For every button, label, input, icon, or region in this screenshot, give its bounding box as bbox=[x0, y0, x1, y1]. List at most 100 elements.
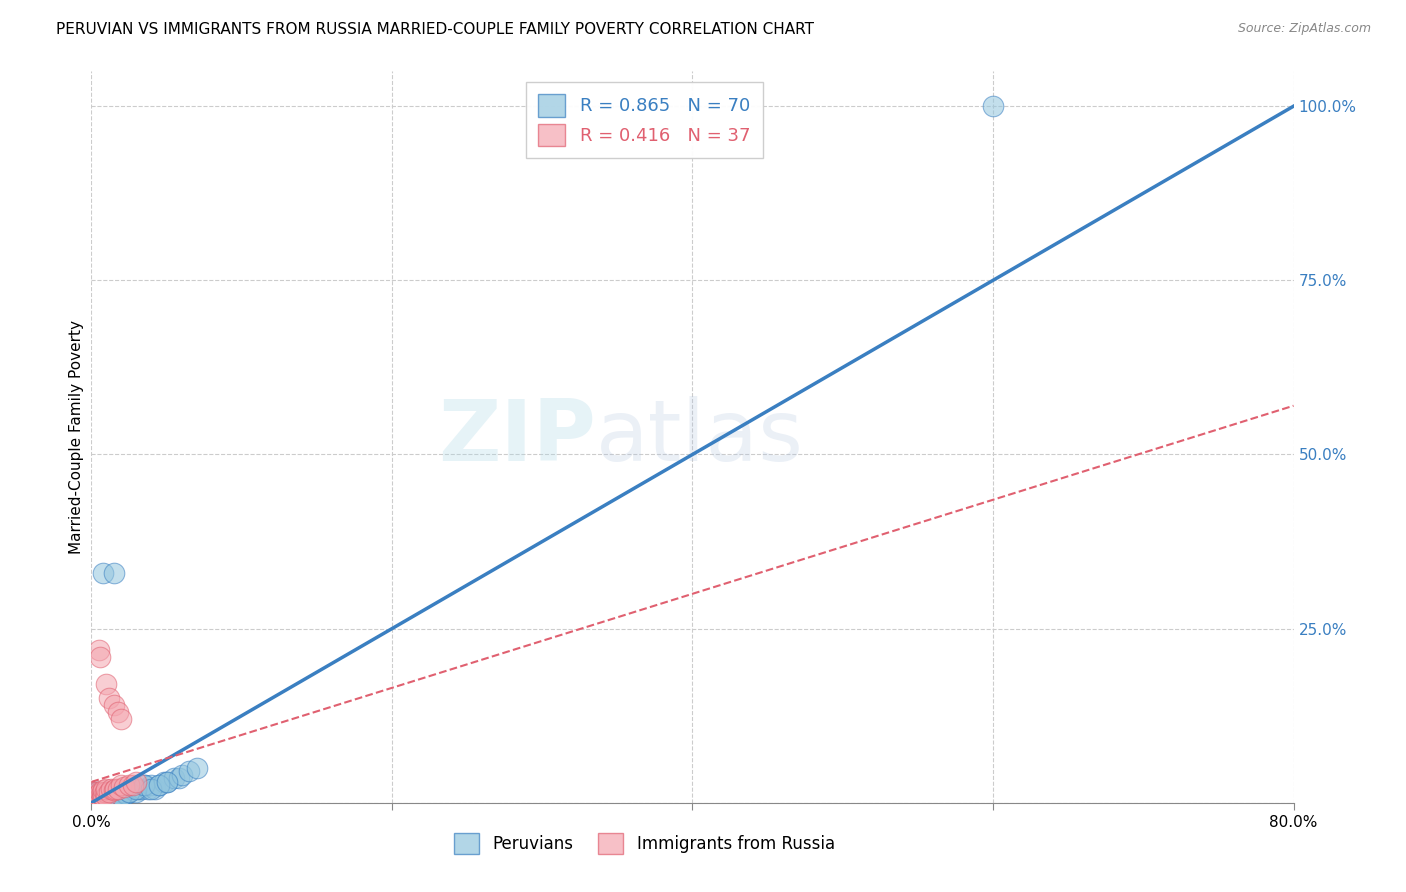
Point bbox=[131, 781, 153, 796]
Point bbox=[86, 790, 108, 805]
Point bbox=[96, 677, 118, 691]
Point bbox=[82, 792, 104, 806]
Point bbox=[90, 792, 112, 806]
Point bbox=[100, 781, 122, 796]
Point bbox=[93, 566, 115, 580]
Point bbox=[138, 781, 160, 796]
Point bbox=[114, 785, 136, 799]
Point bbox=[83, 788, 105, 802]
Point bbox=[107, 789, 129, 803]
Point bbox=[122, 778, 145, 792]
Point bbox=[83, 789, 105, 803]
Point bbox=[143, 781, 166, 796]
Point bbox=[115, 788, 138, 802]
Point bbox=[87, 789, 110, 803]
Point bbox=[93, 789, 115, 803]
Point bbox=[107, 705, 129, 719]
Point bbox=[84, 789, 107, 803]
Point bbox=[82, 792, 104, 806]
Text: Source: ZipAtlas.com: Source: ZipAtlas.com bbox=[1237, 22, 1371, 36]
Point bbox=[98, 785, 121, 799]
Point bbox=[89, 792, 111, 806]
Point bbox=[98, 790, 121, 805]
Point bbox=[107, 781, 129, 796]
Point bbox=[89, 785, 111, 799]
Point bbox=[110, 712, 132, 726]
Point bbox=[167, 772, 190, 786]
Point bbox=[86, 792, 108, 806]
Point bbox=[110, 789, 132, 803]
Point bbox=[981, 99, 1004, 113]
Point bbox=[177, 764, 200, 779]
Point bbox=[114, 780, 136, 795]
Point bbox=[155, 775, 177, 789]
Text: ZIP: ZIP bbox=[439, 395, 596, 479]
Point bbox=[96, 785, 118, 799]
Point bbox=[100, 789, 122, 803]
Point bbox=[125, 781, 148, 796]
Point bbox=[83, 792, 105, 806]
Point bbox=[96, 792, 118, 806]
Point bbox=[103, 783, 125, 797]
Point bbox=[83, 789, 105, 803]
Point bbox=[155, 775, 177, 789]
Point bbox=[108, 785, 131, 799]
Point bbox=[84, 790, 107, 805]
Point bbox=[96, 781, 118, 796]
Point bbox=[96, 790, 118, 805]
Point bbox=[104, 789, 127, 803]
Text: atlas: atlas bbox=[596, 395, 804, 479]
Point bbox=[82, 790, 104, 805]
Point bbox=[121, 781, 143, 796]
Point bbox=[93, 783, 115, 797]
Legend: Peruvians, Immigrants from Russia: Peruvians, Immigrants from Russia bbox=[447, 827, 841, 860]
Point bbox=[110, 789, 132, 803]
Point bbox=[90, 789, 112, 803]
Point bbox=[84, 789, 107, 803]
Point bbox=[103, 566, 125, 580]
Point bbox=[141, 778, 163, 792]
Point bbox=[96, 789, 118, 803]
Point bbox=[84, 792, 107, 806]
Point bbox=[132, 778, 155, 792]
Point bbox=[125, 775, 148, 789]
Point bbox=[86, 785, 108, 799]
Point bbox=[103, 698, 125, 713]
Point bbox=[89, 790, 111, 805]
Text: PERUVIAN VS IMMIGRANTS FROM RUSSIA MARRIED-COUPLE FAMILY POVERTY CORRELATION CHA: PERUVIAN VS IMMIGRANTS FROM RUSSIA MARRI… bbox=[56, 22, 814, 37]
Point bbox=[148, 778, 170, 792]
Point bbox=[87, 790, 110, 805]
Point bbox=[87, 792, 110, 806]
Point bbox=[86, 788, 108, 802]
Point bbox=[98, 691, 121, 706]
Point bbox=[83, 792, 105, 806]
Point bbox=[90, 785, 112, 799]
Point bbox=[118, 778, 141, 792]
Point bbox=[105, 788, 128, 802]
Point bbox=[97, 789, 120, 803]
Point bbox=[163, 772, 186, 786]
Point bbox=[103, 790, 125, 805]
Point bbox=[94, 785, 117, 799]
Point bbox=[82, 790, 104, 805]
Point bbox=[87, 642, 110, 657]
Point bbox=[134, 778, 156, 792]
Point bbox=[94, 792, 117, 806]
Point bbox=[152, 775, 174, 789]
Point bbox=[90, 790, 112, 805]
Point bbox=[170, 768, 193, 782]
Point bbox=[87, 788, 110, 802]
Point bbox=[93, 792, 115, 806]
Point bbox=[89, 649, 111, 664]
Point bbox=[118, 785, 141, 799]
Point bbox=[93, 789, 115, 803]
Point bbox=[90, 788, 112, 802]
Point bbox=[128, 781, 150, 796]
Point bbox=[110, 778, 132, 792]
Point bbox=[83, 785, 105, 799]
Point bbox=[148, 778, 170, 792]
Point bbox=[86, 790, 108, 805]
Point bbox=[101, 788, 124, 802]
Point bbox=[87, 785, 110, 799]
Y-axis label: Married-Couple Family Poverty: Married-Couple Family Poverty bbox=[69, 320, 84, 554]
